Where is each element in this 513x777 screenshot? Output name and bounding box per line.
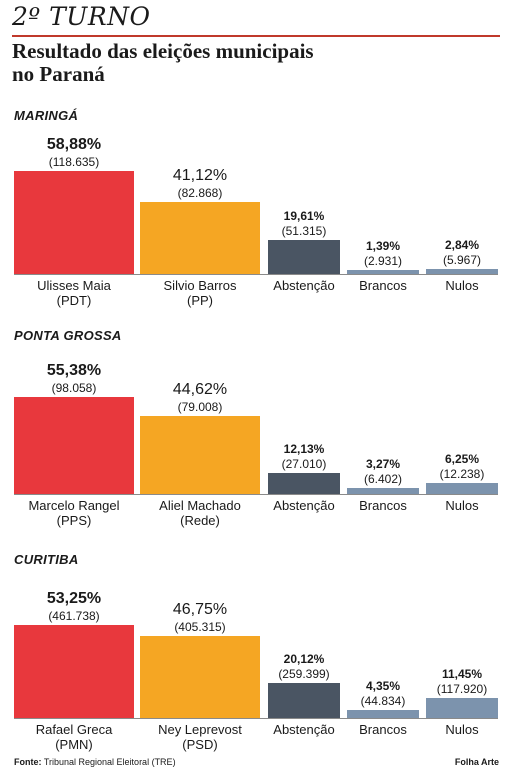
count-label: (5.967)	[442, 253, 482, 267]
count-label: (6.402)	[363, 472, 403, 486]
category-label: Nulos	[445, 722, 479, 737]
title-line-2: no Paraná	[12, 62, 105, 86]
percent-label: 1,39%	[365, 239, 401, 253]
category-label: Ney Leprevost	[158, 722, 242, 737]
count-label: (117.920)	[436, 682, 488, 696]
source-label: Fonte:	[14, 757, 42, 767]
category-label: Aliel Machado	[159, 498, 241, 513]
category-label: Brancos	[359, 498, 407, 513]
percent-label: 58,88%	[46, 136, 102, 153]
percent-label: 41,12%	[172, 167, 228, 184]
credit: Folha Arte	[454, 757, 499, 767]
bar-null	[426, 269, 498, 274]
bar-null	[426, 483, 498, 494]
category-label: Nulos	[445, 498, 479, 513]
source-text: Tribunal Regional Eleitoral (TRE)	[43, 757, 176, 767]
bar-winner	[14, 625, 134, 718]
bar-blank	[347, 488, 419, 494]
party-label: (PPS)	[56, 513, 92, 528]
count-label: (27.010)	[281, 457, 327, 471]
party-label: (PMN)	[55, 737, 93, 752]
count-label: (118.635)	[48, 155, 100, 169]
count-label: (98.058)	[51, 381, 97, 395]
header-rule	[12, 35, 500, 37]
category-label: Rafael Greca	[35, 722, 113, 737]
bar-runner-up	[140, 416, 260, 494]
category-label: Silvio Barros	[163, 278, 237, 293]
bar-blank	[347, 270, 419, 274]
chart-ponta-grossa: PONTA GROSSA (98.058) 55,38% Marcelo Range…	[0, 328, 513, 553]
source-note: Fonte: Tribunal Regional Eleitoral (TRE)	[14, 757, 176, 767]
count-label: (44.834)	[360, 694, 406, 708]
percent-label: 55,38%	[46, 362, 102, 379]
percent-label: 6,25%	[444, 452, 480, 466]
bar-abstention	[268, 473, 340, 494]
category-label: Nulos	[445, 278, 479, 293]
chart-title: PONTA GROSSA	[14, 328, 122, 343]
bar-winner	[14, 397, 134, 494]
percent-label: 44,62%	[172, 381, 228, 398]
chart-baseline	[14, 494, 498, 495]
page-title: Resultado das eleições municipais no Par…	[12, 40, 502, 86]
percent-label: 2,84%	[444, 238, 480, 252]
count-label: (259.399)	[278, 667, 330, 681]
percent-label: 46,75%	[172, 601, 228, 618]
count-label: (12.238)	[439, 467, 485, 481]
party-label: (PDT)	[56, 293, 92, 308]
party-label: (PP)	[187, 293, 213, 308]
chart-curitiba: CURITIBA (461.738) 53,25% Rafael Greca (PMN…	[0, 552, 513, 777]
kicker: 2º TURNO	[12, 2, 151, 31]
title-line-1: Resultado das eleições municipais	[12, 39, 314, 63]
bar-abstention	[268, 683, 340, 718]
bar-runner-up	[140, 636, 260, 718]
percent-label: 53,25%	[46, 590, 102, 607]
chart-baseline	[14, 274, 498, 275]
percent-label: 19,61%	[283, 209, 325, 223]
party-label: (Rede)	[180, 513, 220, 528]
category-label: Brancos	[359, 278, 407, 293]
percent-label: 11,45%	[441, 667, 483, 681]
category-label: Marcelo Rangel	[28, 498, 120, 513]
chart-baseline	[14, 718, 498, 719]
chart-title: MARINGÁ	[14, 108, 79, 123]
percent-label: 3,27%	[365, 457, 401, 471]
chart-title: CURITIBA	[14, 552, 79, 567]
chart-maringa: MARINGÁ (118.635) 58,88% Ulisses Maia (PDT)…	[0, 108, 513, 333]
bar-blank	[347, 710, 419, 718]
category-label: Abstenção	[273, 278, 335, 293]
count-label: (79.008)	[177, 400, 223, 414]
count-label: (82.868)	[177, 186, 223, 200]
count-label: (51.315)	[281, 224, 327, 238]
count-label: (461.738)	[48, 609, 100, 623]
party-label: (PSD)	[182, 737, 218, 752]
category-label: Ulisses Maia	[37, 278, 111, 293]
percent-label: 4,35%	[365, 679, 401, 693]
percent-label: 20,12%	[283, 652, 325, 666]
percent-label: 12,13%	[283, 442, 325, 456]
bar-runner-up	[140, 202, 260, 274]
category-label: Brancos	[359, 722, 407, 737]
bar-winner	[14, 171, 134, 274]
bar-null	[426, 698, 498, 718]
category-label: Abstenção	[273, 498, 335, 513]
category-label: Abstenção	[273, 722, 335, 737]
bar-abstention	[268, 240, 340, 274]
count-label: (2.931)	[363, 254, 403, 268]
count-label: (405.315)	[174, 620, 226, 634]
